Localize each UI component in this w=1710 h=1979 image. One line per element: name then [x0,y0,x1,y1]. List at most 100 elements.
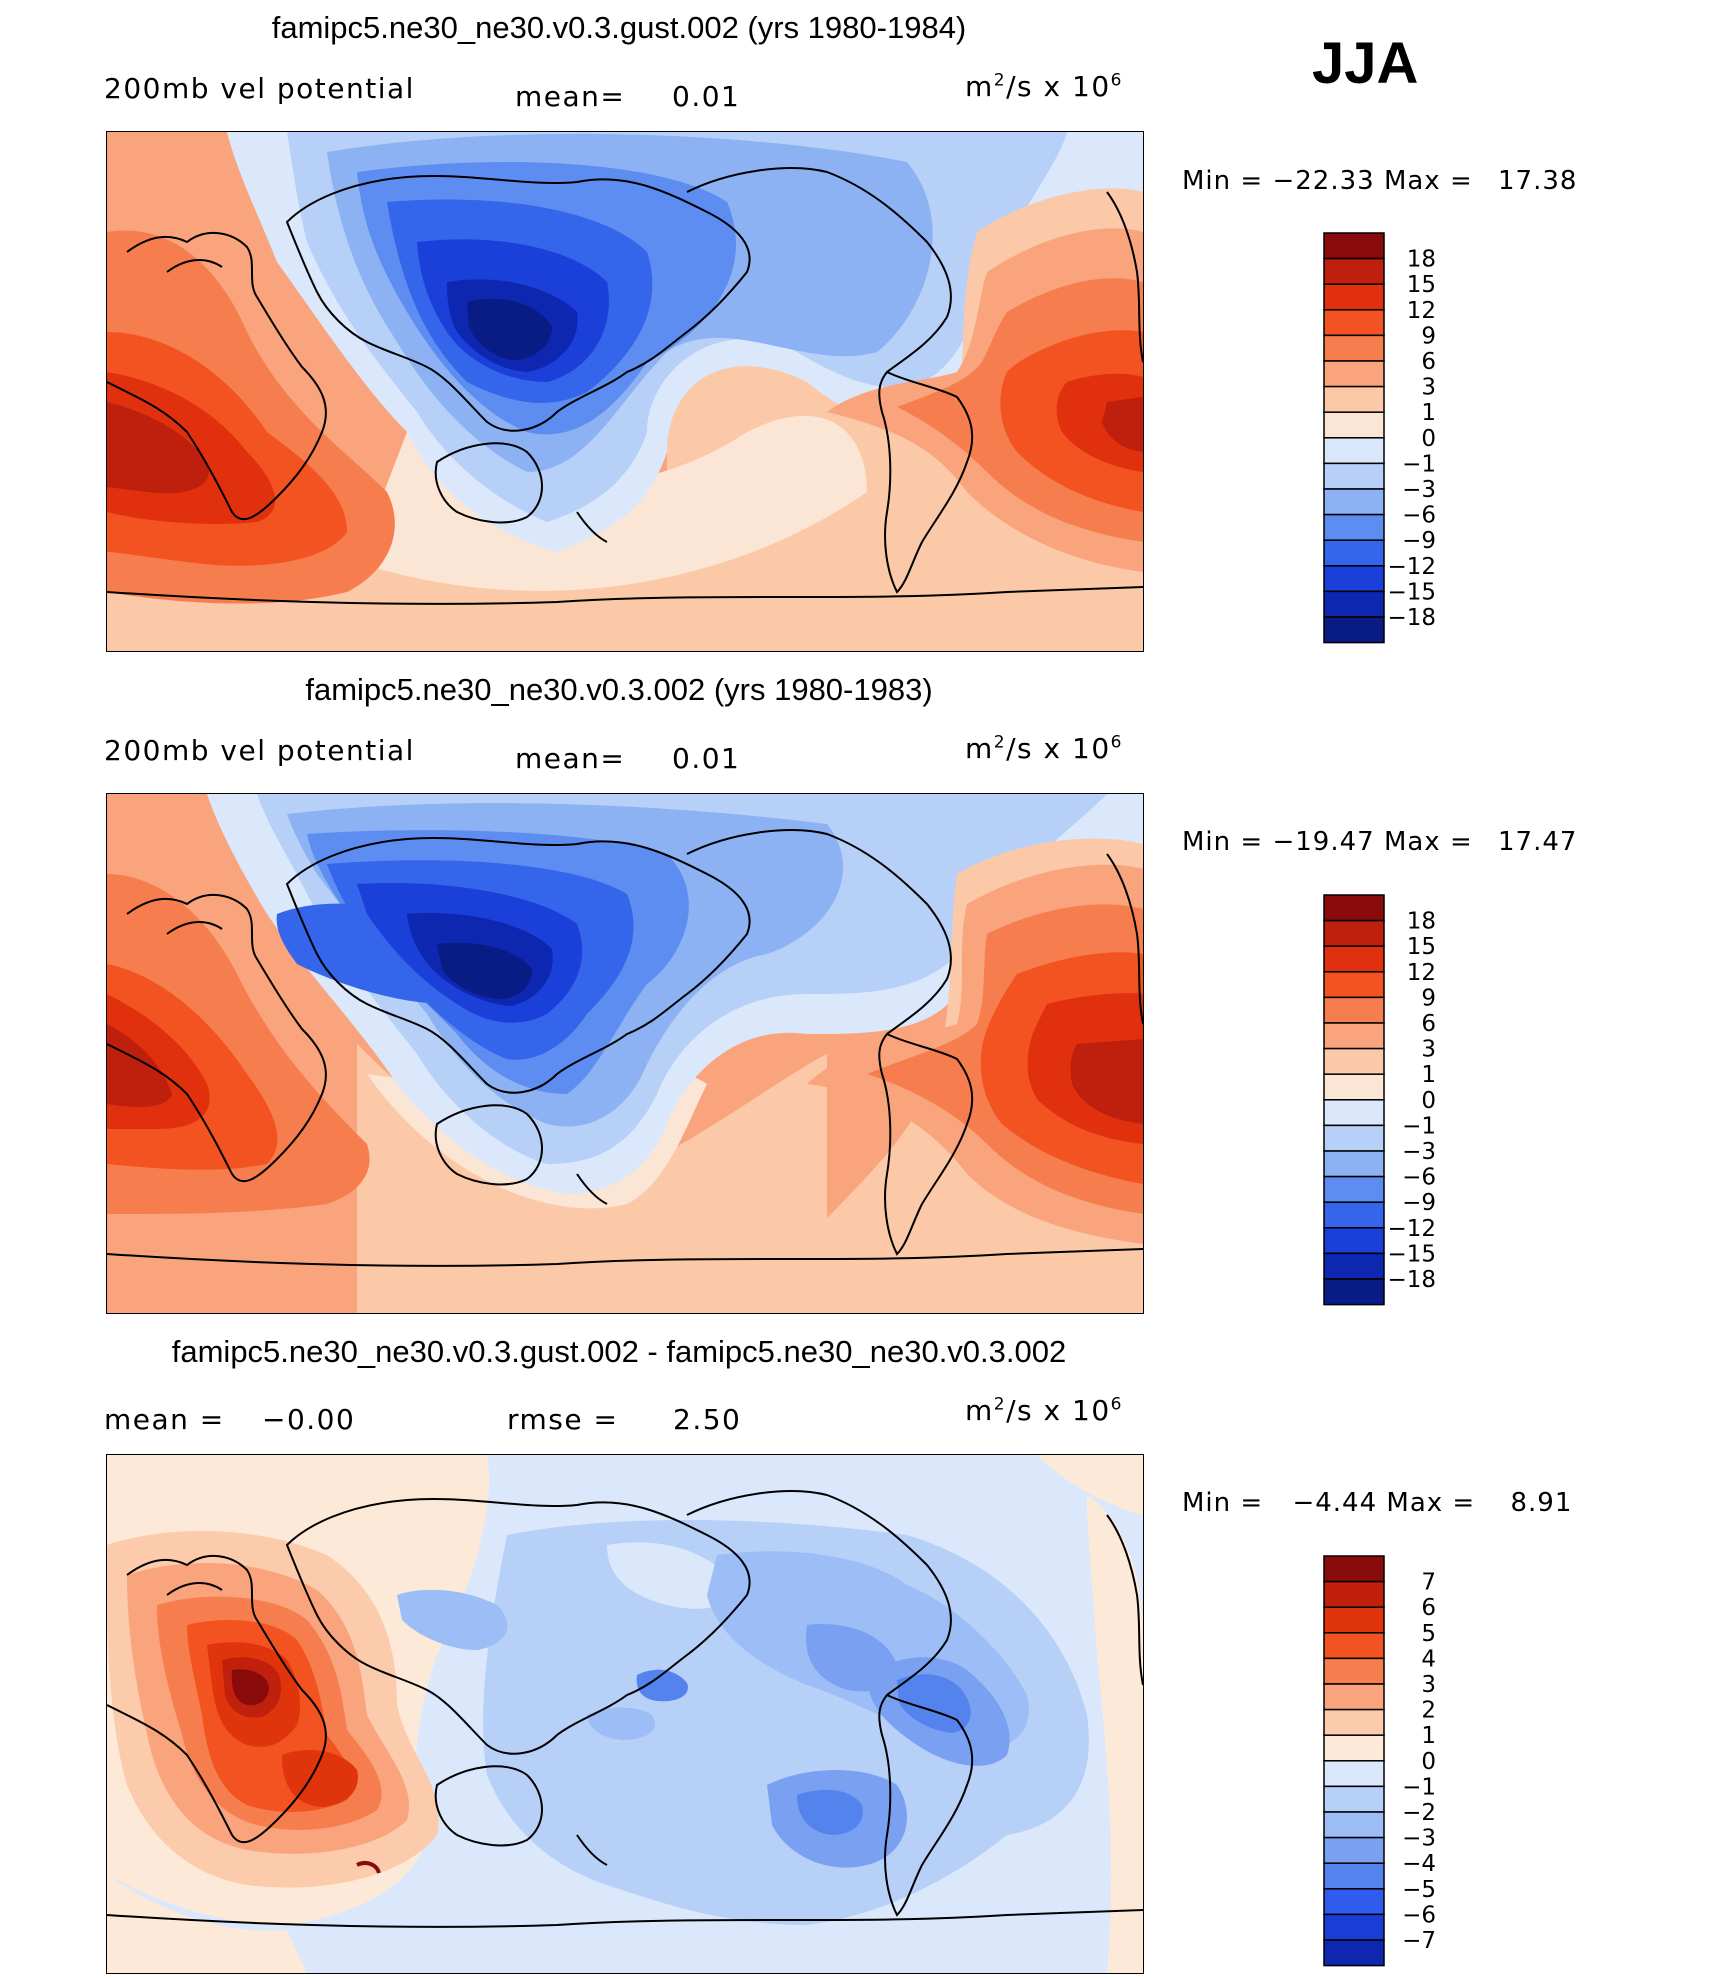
panel2-min-value: −19.47 [1272,827,1375,857]
panel1-map [106,131,1144,652]
colorbar-tick-label: 15 [1407,272,1436,298]
colorbar-tick-label: 12 [1407,960,1436,986]
colorbar-tick-label: −1 [1402,451,1436,477]
colorbar-tick-label: 9 [1421,323,1436,349]
colorbar-tick-label: 1 [1421,1062,1436,1088]
colorbar-tick-label: 18 [1407,247,1436,273]
colorbar-box [1323,945,1385,973]
colorbar-box [1323,1913,1385,1941]
colorbar-tick-label: −3 [1402,1826,1436,1852]
panel1-title: famipc5.ne30_ne30.v0.3.gust.002 (yrs 198… [271,10,967,45]
colorbar-tick-label: 6 [1421,349,1436,375]
panel2-mean-label: mean= [515,742,626,775]
colorbar-tick-label: 1 [1421,1723,1436,1749]
colorbar-box [1323,1632,1385,1660]
colorbar-tick-label: 3 [1421,1672,1436,1698]
colorbar-tick-label: 7 [1421,1570,1436,1596]
panel2-title: famipc5.ne30_ne30.v0.3.002 (yrs 1980-198… [305,672,933,707]
colorbar-box [1323,894,1385,922]
colorbar-box [1323,1175,1385,1203]
colorbar-tick-label: 0 [1421,1088,1436,1114]
panel1-units: m2/s x 106 [965,70,1123,103]
colorbar-tick-label: 0 [1421,426,1436,452]
colorbar-box [1323,283,1385,311]
colorbar-tick-label: 3 [1421,375,1436,401]
colorbar-tick-label: −4 [1402,1851,1436,1877]
colorbar-tick-label: 15 [1407,934,1436,960]
colorbar-tick-label: −12 [1387,1216,1436,1242]
colorbar-box [1323,1278,1385,1306]
colorbar-tick-label: 0 [1421,1749,1436,1775]
colorbar-tick-label: −3 [1402,1139,1436,1165]
colorbar-box [1323,1099,1385,1127]
panel3-mean-value: −0.00 [262,1403,356,1436]
colorbar-box [1323,1760,1385,1788]
colorbar-tick-label: 3 [1421,1037,1436,1063]
colorbar-box [1323,385,1385,413]
colorbar-box [1323,616,1385,644]
panel3-max-value: 8.91 [1510,1488,1573,1518]
colorbar-box [1323,1073,1385,1101]
colorbar-box [1323,590,1385,618]
panel2-variable-label: 200mb vel potential [104,734,415,767]
colorbar-tick-label: 12 [1407,298,1436,324]
colorbar-box [1323,565,1385,593]
colorbar-box [1323,919,1385,947]
panel1-mean-label: mean= [515,80,626,113]
panel3-mean-label: mean = [104,1403,225,1436]
colorbar-box [1323,1047,1385,1075]
colorbar-box [1323,1888,1385,1916]
panel3-map [106,1454,1144,1974]
colorbar-box [1323,257,1385,285]
colorbar-tick-label: −6 [1402,1902,1436,1928]
colorbar-box [1323,1708,1385,1736]
colorbar-box [1323,1580,1385,1608]
panel2-mean-value: 0.01 [672,742,741,775]
colorbar-box [1323,996,1385,1024]
colorbar-tick-label: −2 [1402,1800,1436,1826]
panel2-min-label: Min = [1182,827,1264,857]
colorbar-tick-label: 4 [1421,1646,1436,1672]
colorbar-tick-label: 6 [1421,1595,1436,1621]
panel3-min-label: Min = [1182,1488,1264,1518]
panel1-variable-label: 200mb vel potential [104,72,415,105]
colorbar-box [1323,1836,1385,1864]
colorbar-box [1323,1785,1385,1813]
colorbar-box [1323,1124,1385,1152]
colorbar-box [1323,1862,1385,1890]
panel3-rmse-value: 2.50 [673,1403,742,1436]
colorbar-box [1323,1606,1385,1634]
season-label: JJA [1312,31,1419,96]
colorbar-tick-label: −12 [1387,554,1436,580]
colorbar-box [1323,488,1385,516]
panel3-rmse-label: rmse = [507,1403,619,1436]
colorbar-tick-label: −9 [1402,528,1436,554]
colorbar-tick-label: 5 [1421,1621,1436,1647]
colorbar-box [1323,1683,1385,1711]
colorbar-box [1323,539,1385,567]
panel1-minmax: Min = −22.33 Max = 17.38 [1182,166,1577,196]
colorbar-tick-label: −15 [1387,579,1436,605]
colorbar-box [1323,334,1385,362]
panel2-max-label: Max = [1383,827,1473,857]
colorbar-box [1323,1227,1385,1255]
colorbar-tick-label: −3 [1402,477,1436,503]
colorbar-box [1323,309,1385,337]
colorbar-box [1323,1555,1385,1583]
colorbar-tick-label: −1 [1402,1113,1436,1139]
colorbar-tick-label: −9 [1402,1190,1436,1216]
panel3-min-value: −4.44 [1292,1488,1378,1518]
colorbar-box [1323,971,1385,999]
colorbar-box [1323,513,1385,541]
colorbar-tick-label: −15 [1387,1241,1436,1267]
colorbar-box [1323,411,1385,439]
panel2-max-value: 17.47 [1498,827,1578,857]
colorbar-box [1323,360,1385,388]
colorbar-tick-label: −6 [1402,503,1436,529]
colorbar-box [1323,1201,1385,1229]
colorbar-tick-label: 18 [1407,909,1436,935]
panel1-mean-value: 0.01 [672,80,741,113]
panel1-min-label: Min = [1182,166,1264,196]
colorbar-box [1323,437,1385,465]
